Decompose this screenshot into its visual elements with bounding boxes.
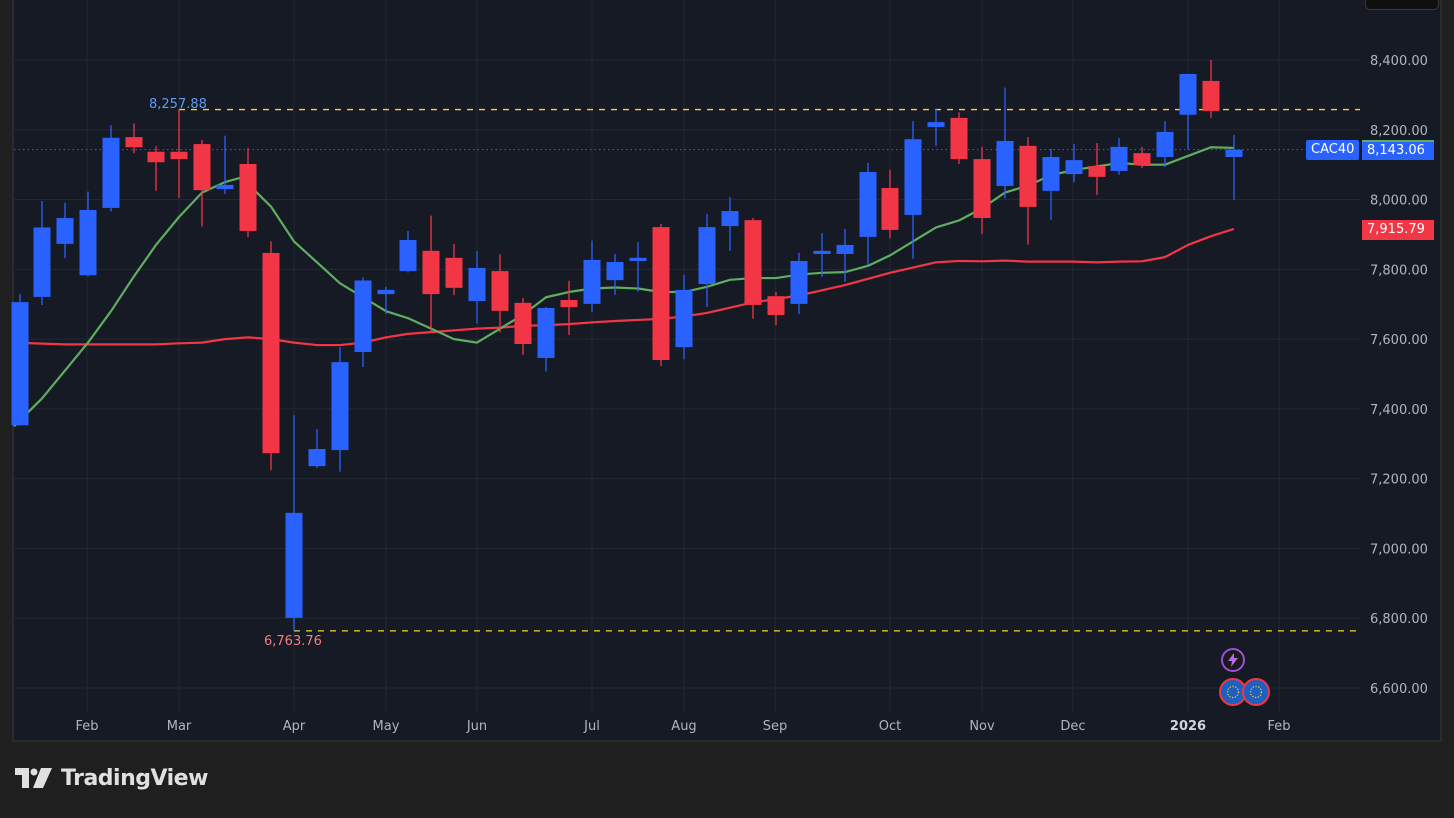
symbol-tag: CAC40 bbox=[1306, 140, 1360, 160]
brand-name: TradingView bbox=[61, 766, 208, 791]
candle bbox=[537, 308, 555, 358]
price-tick-label: 7,800.00 bbox=[1370, 263, 1428, 278]
price-tick-label: 6,600.00 bbox=[1370, 682, 1428, 697]
low-price-label: 6,763.76 bbox=[264, 634, 322, 649]
candle bbox=[308, 449, 326, 467]
candle bbox=[399, 240, 417, 272]
price-axis[interactable]: 8,400.00 8,200.00 8,000.00 7,800.00 7,600.00… bbox=[1370, 54, 1428, 697]
candle bbox=[354, 280, 372, 353]
last-price-tag: 8,143.06 bbox=[1362, 140, 1434, 160]
candle bbox=[721, 211, 739, 227]
candle bbox=[1042, 156, 1060, 191]
time-tick-label: Nov bbox=[969, 719, 995, 734]
candle bbox=[698, 227, 716, 284]
candle bbox=[927, 122, 945, 127]
time-tick-label: Dec bbox=[1060, 719, 1085, 734]
candle bbox=[468, 267, 486, 302]
price-tick-label: 6,800.00 bbox=[1370, 612, 1428, 627]
candle bbox=[1065, 160, 1083, 175]
time-tick-label: Feb bbox=[75, 719, 98, 734]
candle bbox=[125, 137, 143, 148]
candle bbox=[1133, 153, 1151, 166]
candle bbox=[606, 262, 624, 281]
candle bbox=[996, 140, 1014, 186]
candle bbox=[767, 296, 785, 316]
candle bbox=[1110, 146, 1128, 171]
candle bbox=[1156, 131, 1174, 157]
moving-average-slow bbox=[13, 227, 1235, 347]
candle bbox=[147, 151, 165, 163]
candle bbox=[836, 244, 854, 254]
time-tick-label: Oct bbox=[879, 719, 901, 734]
time-tick-label: Mar bbox=[167, 719, 192, 734]
candle bbox=[331, 362, 349, 451]
price-tick-label: 8,000.00 bbox=[1370, 194, 1428, 209]
candle bbox=[445, 257, 463, 288]
candle bbox=[744, 220, 762, 305]
price-tick-label: 7,400.00 bbox=[1370, 403, 1428, 418]
candle bbox=[1202, 80, 1220, 111]
grid-lines bbox=[14, 0, 1360, 712]
tradingview-logo[interactable]: TradingView bbox=[15, 766, 208, 791]
candle bbox=[1088, 166, 1106, 177]
time-axis[interactable]: Feb Mar Apr May Jun Jul Aug Sep Oct Nov Dec 2026 Feb bbox=[75, 719, 1290, 734]
candle bbox=[33, 227, 51, 297]
candle bbox=[629, 257, 647, 261]
candle bbox=[881, 188, 899, 230]
time-tick-label: Aug bbox=[671, 719, 696, 734]
candle bbox=[170, 151, 188, 160]
candle bbox=[377, 289, 395, 295]
candle bbox=[813, 250, 831, 254]
candle bbox=[950, 117, 968, 160]
time-tick-label: Jun bbox=[466, 719, 487, 734]
high-low-markers bbox=[14, 108, 1360, 632]
candle bbox=[11, 302, 29, 426]
candle bbox=[560, 300, 578, 308]
candles bbox=[11, 60, 1243, 631]
time-tick-label: Jul bbox=[583, 719, 600, 734]
time-tick-label: Apr bbox=[283, 719, 306, 734]
candle bbox=[422, 250, 440, 295]
eu-flag-icon[interactable] bbox=[1242, 678, 1270, 706]
candle bbox=[491, 271, 509, 311]
candle bbox=[904, 139, 922, 215]
time-tick-label: May bbox=[373, 719, 400, 734]
candle bbox=[973, 159, 991, 219]
candle bbox=[102, 137, 120, 208]
candle bbox=[56, 218, 74, 244]
candle bbox=[239, 163, 257, 231]
time-tick-label: Sep bbox=[763, 719, 788, 734]
time-tick-label: Feb bbox=[1267, 719, 1290, 734]
price-tick-label: 7,200.00 bbox=[1370, 473, 1428, 488]
price-tick-label: 7,600.00 bbox=[1370, 333, 1428, 348]
price-tick-label: 8,400.00 bbox=[1370, 54, 1428, 69]
candle bbox=[216, 184, 234, 190]
candle bbox=[79, 210, 97, 276]
candle bbox=[262, 252, 280, 454]
tradingview-logo-icon bbox=[15, 767, 52, 788]
candle bbox=[675, 289, 693, 348]
high-price-label: 8,257.88 bbox=[149, 97, 207, 112]
candle bbox=[285, 512, 303, 618]
ma-slow-price-tag: 7,915.79 bbox=[1362, 220, 1434, 240]
price-tick-label: 7,000.00 bbox=[1370, 542, 1428, 557]
candle bbox=[1225, 149, 1243, 157]
candle bbox=[652, 227, 670, 361]
top-toolbar-button[interactable] bbox=[1365, 0, 1439, 10]
candle bbox=[583, 259, 601, 304]
lightning-icon[interactable] bbox=[1221, 648, 1245, 672]
price-tick-label: 8,200.00 bbox=[1370, 124, 1428, 139]
candle bbox=[790, 260, 808, 304]
candle bbox=[859, 171, 877, 237]
candle bbox=[1179, 73, 1197, 115]
candle bbox=[1019, 145, 1037, 207]
candle bbox=[514, 302, 532, 344]
candle bbox=[193, 144, 211, 191]
time-tick-label: 2026 bbox=[1170, 719, 1206, 734]
